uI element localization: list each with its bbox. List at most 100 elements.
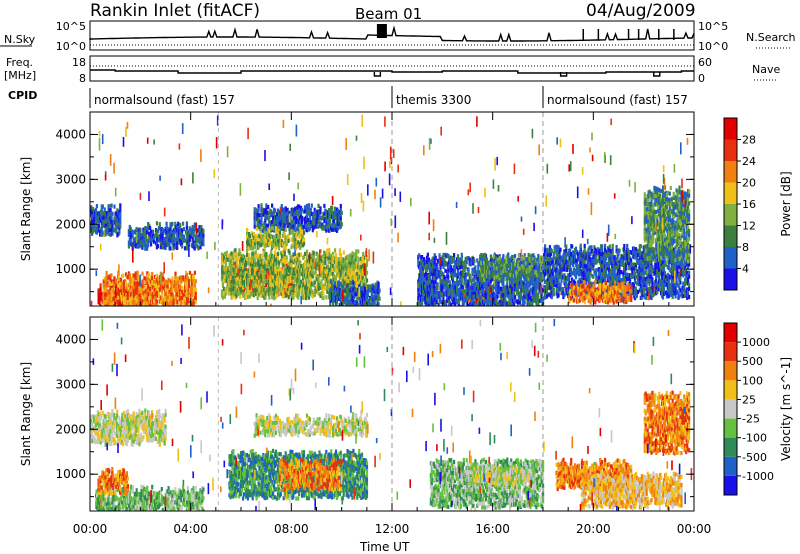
data-cell xyxy=(189,234,192,239)
data-cell xyxy=(530,278,533,283)
data-cell xyxy=(347,283,350,288)
data-cell xyxy=(91,223,94,228)
data-cell xyxy=(190,300,194,306)
data-cell xyxy=(321,287,324,292)
data-cell xyxy=(478,293,481,298)
data-cell xyxy=(134,275,137,280)
data-cell xyxy=(457,299,460,305)
data-cell xyxy=(182,234,186,239)
data-cell xyxy=(197,246,200,251)
data-cell xyxy=(423,276,427,282)
data-cell xyxy=(221,295,224,300)
data-cell xyxy=(313,280,316,285)
data-cell xyxy=(341,302,344,306)
data-cell xyxy=(202,237,205,242)
data-cell xyxy=(507,252,510,257)
data-cell xyxy=(355,253,358,258)
data-cell xyxy=(525,278,528,283)
data-cell xyxy=(282,294,285,299)
data-cell xyxy=(492,263,495,268)
data-cell xyxy=(495,266,498,271)
data-cell xyxy=(467,283,470,288)
data-cell xyxy=(152,235,156,240)
data-cell xyxy=(364,274,368,279)
data-cell xyxy=(269,282,272,287)
data-cell xyxy=(304,223,308,228)
data-cell xyxy=(271,282,274,287)
data-cell xyxy=(300,264,303,269)
data-cell xyxy=(260,203,263,208)
data-cell xyxy=(276,235,280,240)
data-cell xyxy=(514,299,517,304)
data-cell xyxy=(249,290,253,296)
data-cell xyxy=(248,233,252,239)
data-cell xyxy=(509,304,512,306)
data-cell xyxy=(158,226,161,231)
data-cell xyxy=(144,301,147,306)
data-cell xyxy=(552,292,555,297)
data-cell xyxy=(528,265,531,270)
data-cell xyxy=(223,294,226,299)
data-cell xyxy=(455,284,459,289)
data-cell xyxy=(327,223,330,228)
data-cell xyxy=(265,203,268,208)
data-cell xyxy=(134,291,137,296)
data-cell xyxy=(119,224,122,229)
station-title: Rankin Inlet (fitACF) xyxy=(90,1,260,21)
data-cell xyxy=(180,295,183,300)
data-cell xyxy=(499,294,502,299)
data-cell xyxy=(119,302,122,306)
data-cell xyxy=(455,292,459,297)
data-cell xyxy=(419,285,422,290)
data-cell xyxy=(101,204,104,209)
data-cell xyxy=(239,282,242,288)
data-cell xyxy=(374,304,377,306)
data-cell xyxy=(159,232,162,238)
data-cell xyxy=(363,258,366,264)
data-cell xyxy=(275,226,278,231)
nsky-frame xyxy=(89,20,695,51)
data-cell xyxy=(352,283,355,288)
data-cell xyxy=(368,284,371,289)
data-cell xyxy=(262,241,265,246)
data-cell xyxy=(184,276,187,281)
data-cell xyxy=(280,211,283,216)
data-cell xyxy=(180,275,183,280)
data-cell xyxy=(446,282,449,287)
data-cell xyxy=(192,275,195,280)
data-cell xyxy=(373,292,376,297)
data-cell xyxy=(272,286,275,291)
data-cell xyxy=(103,276,106,281)
data-cell xyxy=(270,233,273,239)
data-cell xyxy=(118,297,121,302)
data-cell xyxy=(174,287,177,292)
data-cell xyxy=(464,280,467,285)
data-cell xyxy=(442,296,445,301)
data-cell xyxy=(105,270,108,276)
data-cell xyxy=(377,285,380,290)
data-cell xyxy=(456,254,460,259)
data-cell xyxy=(289,267,292,272)
data-cell xyxy=(528,283,531,288)
data-cell xyxy=(110,203,113,208)
data-cell xyxy=(268,228,271,234)
data-cell xyxy=(174,229,177,234)
data-cell xyxy=(161,232,164,237)
data-cell xyxy=(530,297,533,302)
data-cell xyxy=(273,279,276,284)
data-cell xyxy=(290,285,293,290)
data-cell xyxy=(229,264,232,269)
data-cell xyxy=(500,275,503,280)
data-cell xyxy=(468,257,471,262)
data-cell xyxy=(236,272,239,277)
data-cell xyxy=(248,246,251,251)
data-cell xyxy=(514,295,517,300)
data-cell xyxy=(328,216,331,221)
data-cell xyxy=(254,250,257,255)
data-cell xyxy=(451,288,454,293)
data-cell xyxy=(246,244,249,249)
data-cell xyxy=(442,272,445,277)
data-cell xyxy=(472,261,475,266)
data-cell xyxy=(100,208,103,213)
data-cell xyxy=(374,282,377,287)
